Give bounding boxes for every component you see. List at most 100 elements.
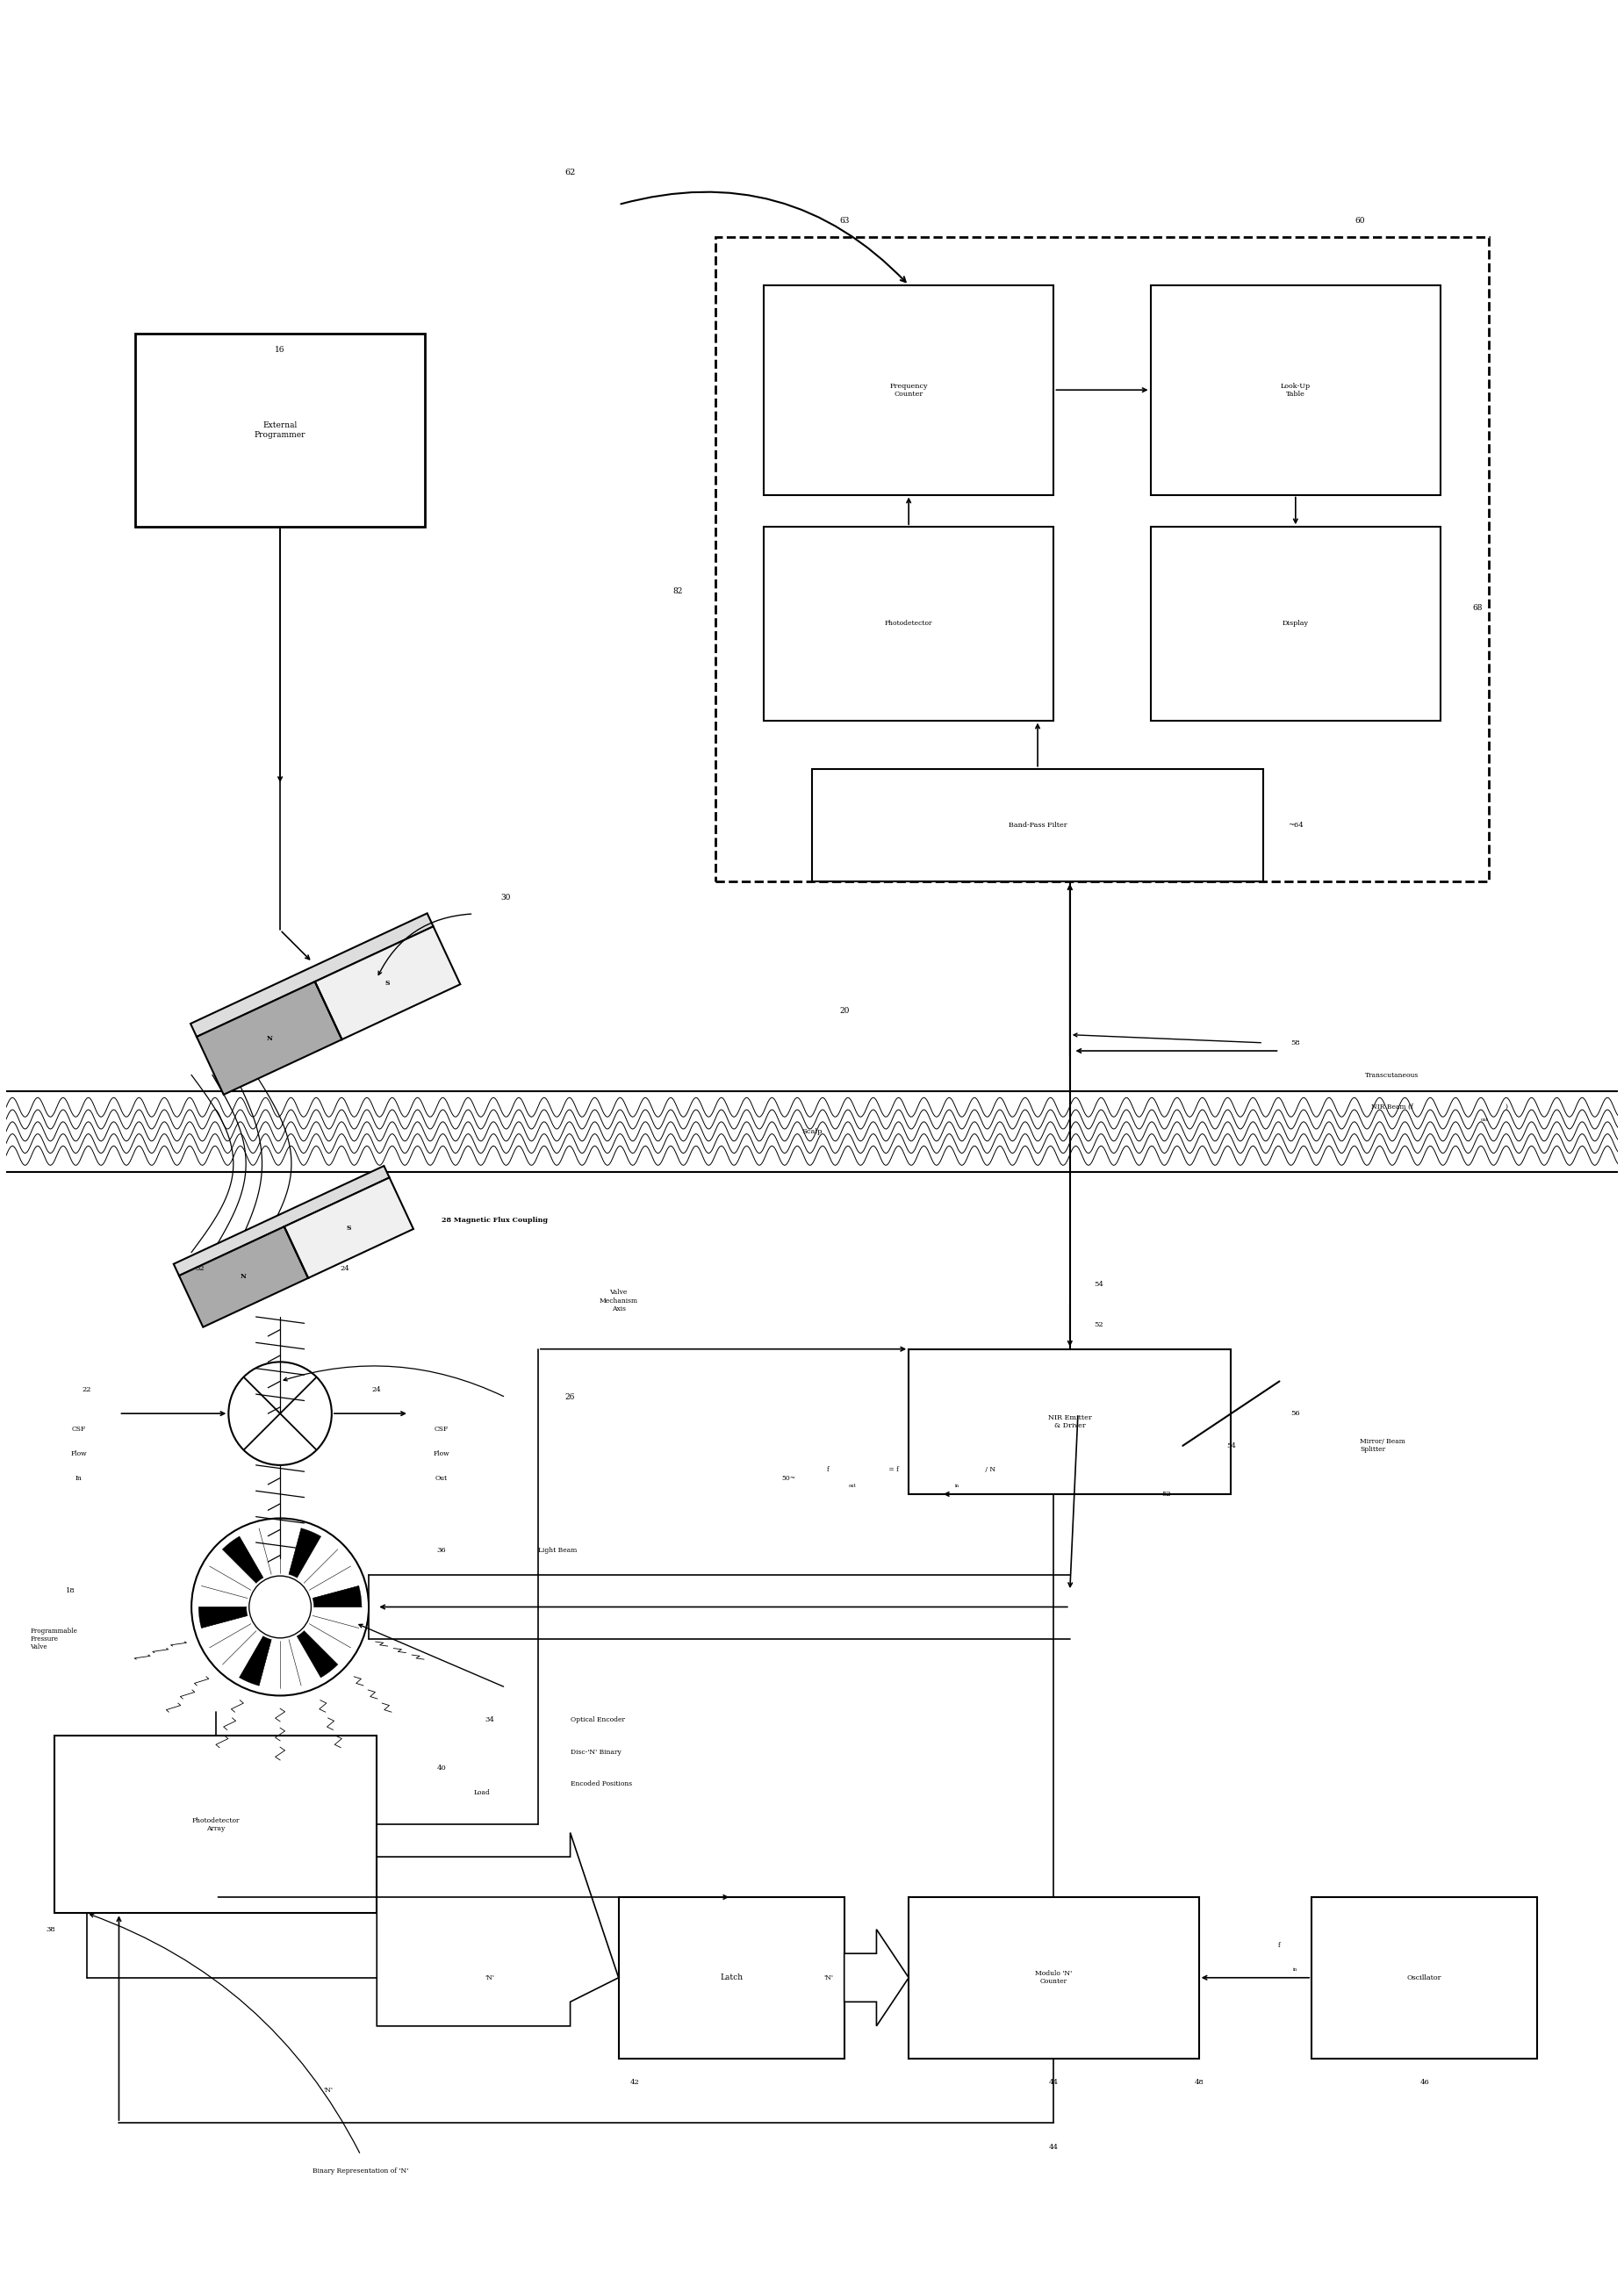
Text: Flow: Flow [70, 1449, 86, 1456]
Text: Look-Up
Table: Look-Up Table [1281, 383, 1311, 397]
Text: Load: Load [474, 1789, 490, 1796]
Text: 82: 82 [672, 588, 684, 595]
Text: 54: 54 [1226, 1443, 1236, 1449]
Text: S: S [385, 980, 390, 987]
Polygon shape [198, 1607, 247, 1627]
Text: Scalp: Scalp [802, 1128, 822, 1135]
Text: 54: 54 [1095, 1281, 1104, 1288]
Text: 44: 44 [1049, 2145, 1059, 2151]
Text: Programmable
Pressure
Valve: Programmable Pressure Valve [31, 1627, 78, 1650]
Text: Valve
Mechanism
Axis: Valve Mechanism Axis [599, 1290, 638, 1313]
Polygon shape [284, 1178, 414, 1279]
Text: CSF: CSF [434, 1427, 448, 1433]
FancyBboxPatch shape [1150, 526, 1440, 720]
Text: Transcutaneous: Transcutaneous [1366, 1071, 1419, 1078]
Text: 24: 24 [372, 1386, 382, 1392]
Polygon shape [377, 1832, 619, 2026]
Text: 24: 24 [339, 1265, 349, 1272]
Text: 18: 18 [67, 1586, 75, 1595]
Text: 36: 36 [437, 1547, 447, 1554]
Text: Oscillator: Oscillator [1406, 1974, 1442, 1980]
Text: N: N [240, 1274, 247, 1281]
Text: in: in [1293, 1967, 1298, 1971]
FancyBboxPatch shape [619, 1896, 844, 2058]
Polygon shape [289, 1529, 322, 1577]
Text: = f: = f [887, 1465, 898, 1475]
FancyBboxPatch shape [55, 1737, 377, 1912]
Text: Photodetector: Photodetector [885, 620, 932, 627]
Text: 20: 20 [840, 1007, 849, 1014]
Text: 16: 16 [274, 346, 286, 353]
Text: 63: 63 [840, 217, 849, 226]
Text: Optical Encoder: Optical Encoder [570, 1716, 625, 1723]
Circle shape [248, 1575, 312, 1639]
Text: ~64: ~64 [1288, 823, 1302, 830]
Text: 68: 68 [1473, 604, 1483, 611]
Text: 32: 32 [195, 1265, 205, 1272]
Text: out: out [1481, 1119, 1489, 1121]
Text: 60: 60 [1354, 217, 1366, 226]
Polygon shape [179, 1226, 309, 1326]
Text: 56: 56 [1291, 1411, 1301, 1418]
Text: Photodetector
Array: Photodetector Array [192, 1816, 240, 1832]
Polygon shape [197, 982, 343, 1094]
Polygon shape [222, 1536, 263, 1584]
Text: f: f [1278, 1942, 1281, 1949]
FancyBboxPatch shape [1312, 1896, 1538, 2058]
FancyBboxPatch shape [909, 1896, 1199, 2058]
Text: Encoded Positions: Encoded Positions [570, 1780, 632, 1787]
Text: Display: Display [1283, 620, 1309, 627]
Text: / N: / N [983, 1465, 996, 1475]
Text: 'N': 'N' [823, 1974, 833, 1980]
Text: External
Programmer: External Programmer [255, 422, 305, 440]
Text: 22: 22 [83, 1386, 91, 1392]
Text: in: in [955, 1484, 960, 1488]
Polygon shape [844, 1930, 909, 2026]
Text: 58: 58 [1291, 1039, 1301, 1046]
FancyBboxPatch shape [1150, 285, 1440, 495]
Text: f: f [827, 1465, 830, 1475]
Text: S: S [346, 1224, 351, 1231]
Text: 50~: 50~ [781, 1475, 796, 1481]
Text: 42: 42 [630, 2078, 640, 2085]
Polygon shape [313, 1586, 362, 1607]
Text: Out: Out [435, 1475, 448, 1481]
FancyBboxPatch shape [763, 526, 1054, 720]
Polygon shape [315, 928, 460, 1039]
Text: Flow: Flow [434, 1449, 450, 1456]
Text: 'N': 'N' [323, 2088, 333, 2094]
Text: N: N [266, 1035, 273, 1042]
FancyBboxPatch shape [763, 285, 1054, 495]
Polygon shape [297, 1632, 338, 1677]
Text: 52: 52 [1161, 1490, 1171, 1497]
Text: 48: 48 [1194, 2078, 1203, 2085]
Text: Latch: Latch [719, 1974, 742, 1983]
Text: 40: 40 [437, 1764, 447, 1771]
Text: out: out [848, 1484, 856, 1488]
Text: 30: 30 [500, 893, 512, 902]
Text: Frequency
Counter: Frequency Counter [890, 383, 927, 397]
FancyBboxPatch shape [715, 237, 1489, 882]
Polygon shape [239, 1636, 271, 1686]
Polygon shape [190, 914, 434, 1037]
Text: 34: 34 [486, 1716, 494, 1723]
FancyBboxPatch shape [909, 1349, 1231, 1495]
Text: Band-Pass Filter: Band-Pass Filter [1009, 823, 1067, 830]
Polygon shape [174, 1167, 390, 1276]
Text: 38: 38 [47, 1926, 55, 1933]
Text: ): ) [1505, 1103, 1507, 1110]
Text: Light Beam: Light Beam [538, 1547, 577, 1554]
Text: NIR Beam (f: NIR Beam (f [1371, 1103, 1413, 1110]
Text: Modulo 'N'
Counter: Modulo 'N' Counter [1034, 1969, 1072, 1985]
Text: NIR Emitter
& Driver: NIR Emitter & Driver [1047, 1413, 1091, 1429]
Text: 52: 52 [1095, 1322, 1103, 1329]
Text: 46: 46 [1419, 2078, 1429, 2085]
Text: 'N': 'N' [486, 1974, 494, 1980]
FancyBboxPatch shape [135, 333, 425, 526]
FancyBboxPatch shape [812, 768, 1263, 882]
Text: 62: 62 [565, 169, 575, 175]
Text: Disc-'N' Binary: Disc-'N' Binary [570, 1748, 620, 1755]
Text: Binary Representation of 'N': Binary Representation of 'N' [313, 2167, 409, 2174]
Text: 44: 44 [1049, 2078, 1059, 2085]
Text: Mirror/ Beam
Splitter: Mirror/ Beam Splitter [1359, 1438, 1405, 1454]
